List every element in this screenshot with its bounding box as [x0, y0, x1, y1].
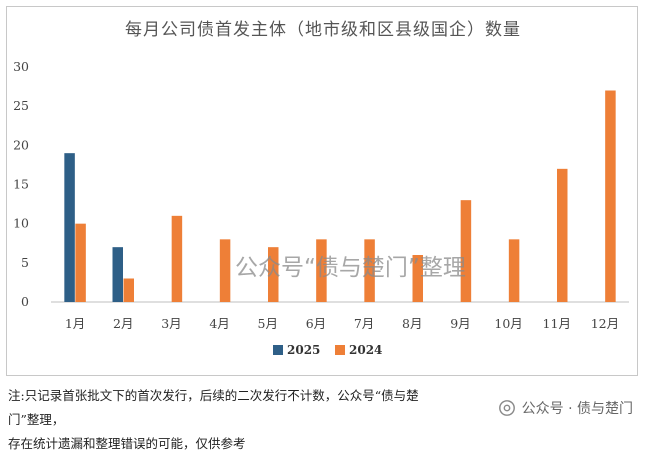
footnote: 注:只记录首张批文下的首次发行，后续的二次发行不计数，公众号“债与楚门”整理， …	[8, 384, 448, 456]
bar-2025-1	[112, 247, 123, 302]
x-tick-label: 8月	[402, 316, 422, 331]
wechat-icon	[498, 400, 515, 416]
y-tick-label: 15	[13, 177, 29, 192]
y-tick-label: 30	[13, 59, 29, 74]
x-tick-label: 11月	[543, 316, 571, 331]
x-tick-label: 7月	[354, 316, 374, 331]
y-axis: 0 5 10 15 20 25 30	[13, 59, 29, 309]
watermark: 公众号“债与楚门”整理	[235, 255, 466, 281]
y-tick-label: 5	[21, 255, 29, 270]
footnote-line-2: 存在统计遗漏和整理错误的可能，仅供参考	[8, 436, 246, 451]
x-tick-label: 9月	[450, 316, 470, 331]
legend-label-2025: 2025	[287, 343, 320, 357]
legend-label-2024: 2024	[349, 343, 382, 357]
bars	[64, 90, 616, 302]
y-tick-label: 0	[21, 294, 29, 309]
x-tick-label: 6月	[306, 316, 326, 331]
brand-tag: 公众号 · 债与楚门	[498, 398, 633, 418]
bar-2024-1	[123, 278, 134, 302]
y-tick-label: 25	[13, 98, 29, 113]
bar-2024-7	[412, 255, 423, 302]
bar-2024-3	[219, 239, 231, 302]
x-axis: 1月 2月 3月 4月 5月 6月 7月 8月 9月 10月 11月 12月	[65, 316, 619, 331]
x-tick-label: 12月	[591, 316, 619, 331]
bar-2024-5	[316, 239, 327, 302]
x-tick-label: 10月	[494, 316, 522, 331]
chart-title: 每月公司债首发主体（地市级和区县级国企）数量	[125, 20, 521, 40]
footnote-line-1: 注:只记录首张批文下的首次发行，后续的二次发行不计数，公众号“债与楚门”整理，	[8, 388, 419, 427]
legend-swatch-2024	[335, 345, 345, 355]
bar-2024-0	[75, 223, 86, 302]
brand-text: 公众号 · 债与楚门	[521, 401, 633, 417]
bar-2024-4	[268, 247, 279, 302]
x-tick-label: 2月	[113, 316, 133, 331]
x-tick-label: 5月	[258, 316, 278, 331]
y-tick-label: 10	[13, 216, 29, 231]
bar-2024-8	[460, 200, 472, 302]
x-tick-label: 1月	[65, 316, 85, 331]
x-tick-label: 4月	[209, 316, 229, 331]
legend: 2025 2024	[273, 343, 382, 357]
legend-swatch-2025	[273, 345, 283, 355]
chart-frame: 每月公司债首发主体（地市级和区县级国企）数量 0 5 10 15 20 25 30 1月 2月…	[6, 6, 638, 376]
bar-2024-10	[557, 168, 568, 302]
bar-2024-6	[364, 239, 375, 302]
bar-2024-9	[508, 239, 520, 302]
x-tick-label: 3月	[161, 316, 181, 331]
bar-2024-11	[605, 90, 616, 302]
bar-2025-0	[64, 153, 75, 302]
y-tick-label: 20	[13, 137, 29, 152]
bar-2024-2	[171, 215, 183, 302]
